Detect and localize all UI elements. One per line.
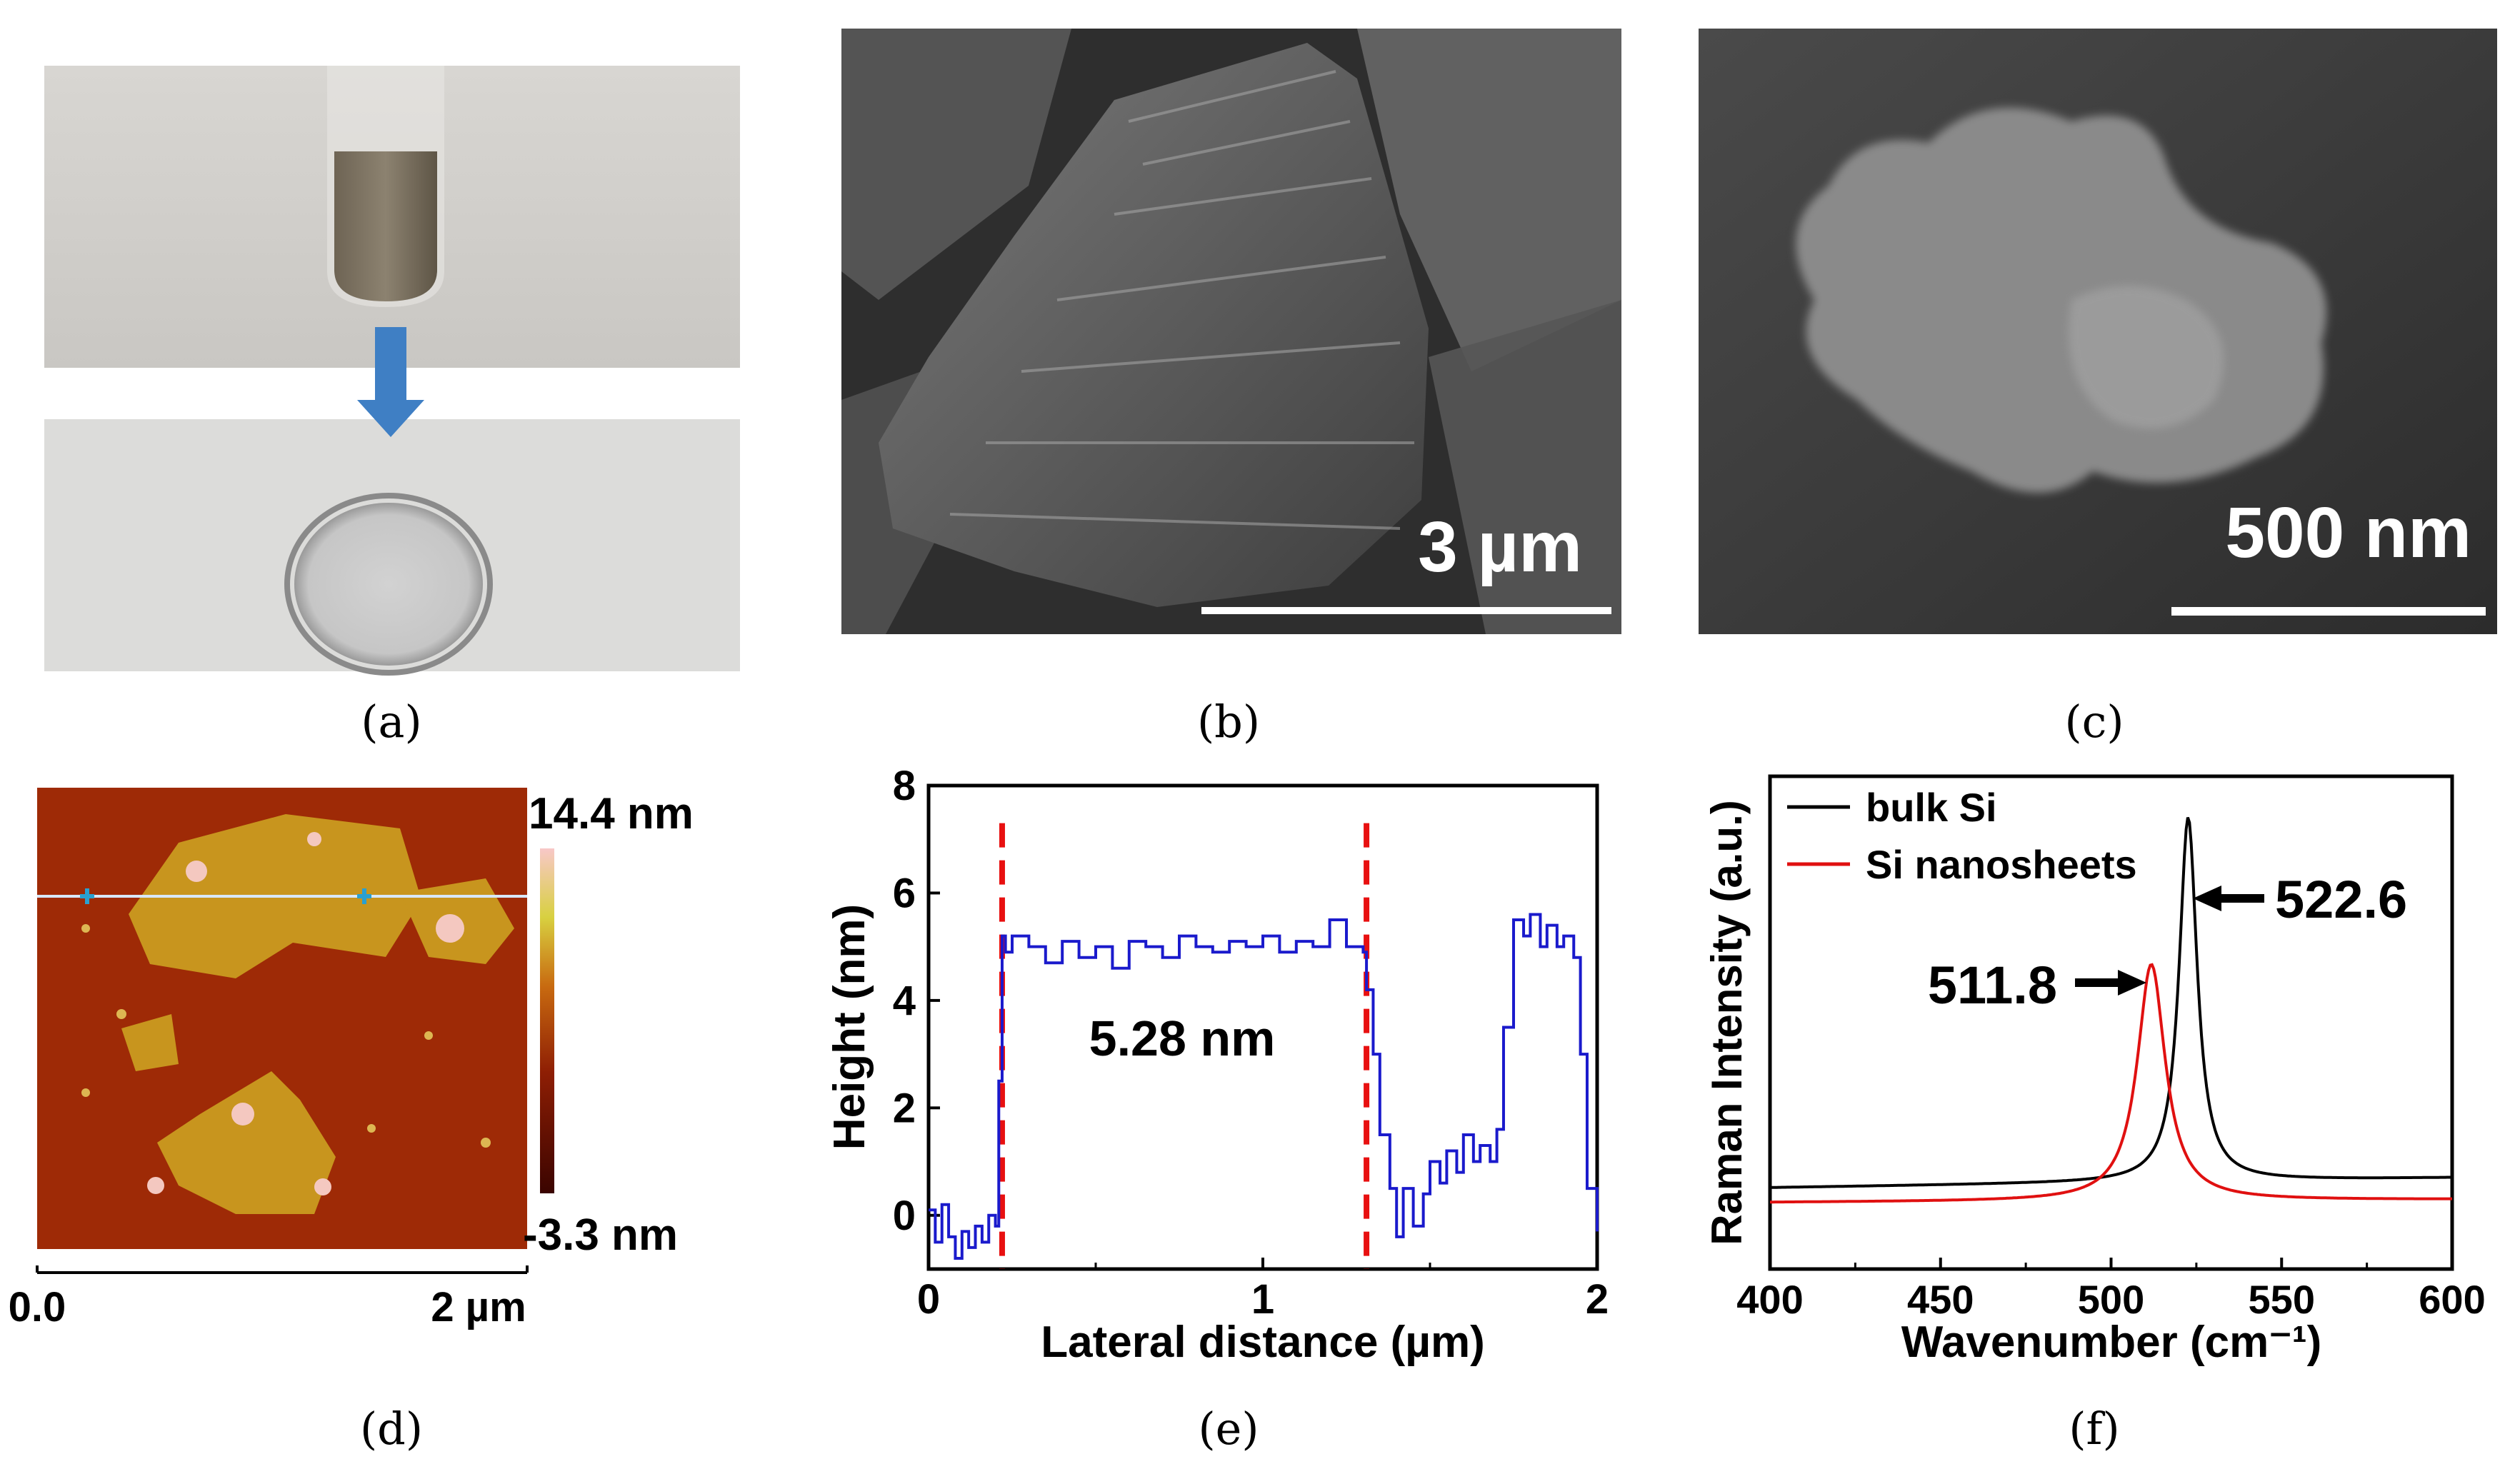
- panel-c-sem-image: [1699, 29, 2497, 634]
- peak-label-522: 522.6: [2275, 870, 2407, 929]
- chart-f-raman-spectrum: 400 450 500 550 600 bulk Si Si nanosheets 52…: [1703, 774, 2486, 1367]
- petri-dish-film: [294, 503, 483, 666]
- scale-bar-b: [1201, 607, 1611, 614]
- afm-nanosheet-4: [121, 1014, 179, 1071]
- panel-d-afm-image: [36, 788, 554, 1274]
- legend-label-bulk-si: bulk Si: [1866, 785, 1997, 830]
- afm-profile-markers: [80, 888, 371, 904]
- chart-e-xtick-label: 0: [917, 1276, 940, 1323]
- panel-label-f: (f): [2069, 1403, 2119, 1455]
- petri-dish-rim: [284, 493, 493, 676]
- chart-e-xtick-label: 2: [1586, 1276, 1609, 1323]
- afm-x-end: 2 µm: [431, 1284, 526, 1330]
- chart-e-ytick-label: 4: [893, 978, 916, 1024]
- chart-e-ylabel: Height (nm): [825, 904, 874, 1150]
- chart-f-ylabel: Raman Intensity (a.u.): [1703, 800, 1751, 1245]
- afm-colorbar: [540, 848, 554, 1193]
- afm-colorbar-min: -3.3 nm: [523, 1210, 678, 1260]
- panel-label-c: (c): [2064, 696, 2124, 748]
- afm-bright-particles: [147, 832, 464, 1195]
- chart-e-annotation: 5.28 nm: [1089, 1011, 1276, 1066]
- chart-e-xlabel: Lateral distance (µm): [1041, 1318, 1484, 1367]
- chart-e-xtick-label: 1: [1251, 1276, 1274, 1323]
- legend-label-si-nanosheets: Si nanosheets: [1866, 842, 2137, 887]
- scale-bar-label-c: 500 nm: [2225, 493, 2471, 573]
- panel-label-e: (e): [1198, 1403, 1259, 1455]
- chart-f-peak-annotation-511: 511.8: [1928, 956, 2146, 1015]
- chart-f-peak-annotation-522: 522.6: [2193, 870, 2407, 929]
- scale-bar-c: [2171, 607, 2486, 616]
- scale-bar-label-b: 3 µm: [1418, 507, 1582, 587]
- chart-e-ytick-label: 0: [893, 1193, 916, 1239]
- chart-e-ytick-label: 8: [893, 763, 916, 809]
- test-tube-liquid: [334, 151, 437, 301]
- chart-f-xtick-label: 600: [2419, 1277, 2485, 1322]
- chart-f-xtick-label: 450: [1907, 1277, 1974, 1322]
- chart-e-height-profile: 0 1 2 0 2 4 6 8 5.28 nm Lateral distance (µm) H…: [825, 763, 1609, 1367]
- chart-e-ytick-label: 2: [893, 1085, 916, 1131]
- sem-crystal-flake: [879, 43, 1429, 607]
- chart-f-xtick-label: 500: [2078, 1277, 2144, 1322]
- panel-label-a: (a): [361, 696, 421, 748]
- panel-label-d: (d): [360, 1403, 423, 1455]
- chart-e-series-line: [929, 913, 1599, 1260]
- chart-e-ticks: 0 1 2 0 2 4 6 8: [893, 763, 1609, 1323]
- panel-a-photo: [44, 66, 740, 676]
- chart-f-xlabel: Wavenumber (cm⁻¹): [1901, 1318, 2322, 1367]
- panel-label-b: (b): [1197, 696, 1260, 748]
- right-arrow-icon: [2075, 970, 2146, 996]
- chart-f-xtick-label: 400: [1736, 1277, 1803, 1322]
- chart-f-legend: bulk Si Si nanosheets: [1787, 785, 2137, 887]
- afm-x-start: 0.0: [9, 1284, 66, 1330]
- chart-e-ytick-label: 6: [893, 870, 916, 916]
- down-arrow-icon: [357, 327, 424, 437]
- afm-colorbar-max: 14.4 nm: [529, 789, 694, 838]
- panel-b-sem-image: [841, 29, 1621, 634]
- peak-label-511: 511.8: [1928, 956, 2057, 1015]
- chart-f-series-bulk-si: [1770, 816, 2452, 1189]
- left-arrow-icon: [2193, 886, 2264, 911]
- chart-f-ticks: 400 450 500 550 600: [1736, 1258, 2486, 1322]
- afm-nanosheet-3: [157, 1071, 336, 1214]
- chart-f-series-si-nanosheets: [1770, 963, 2452, 1204]
- chart-f-xtick-label: 550: [2249, 1277, 2315, 1322]
